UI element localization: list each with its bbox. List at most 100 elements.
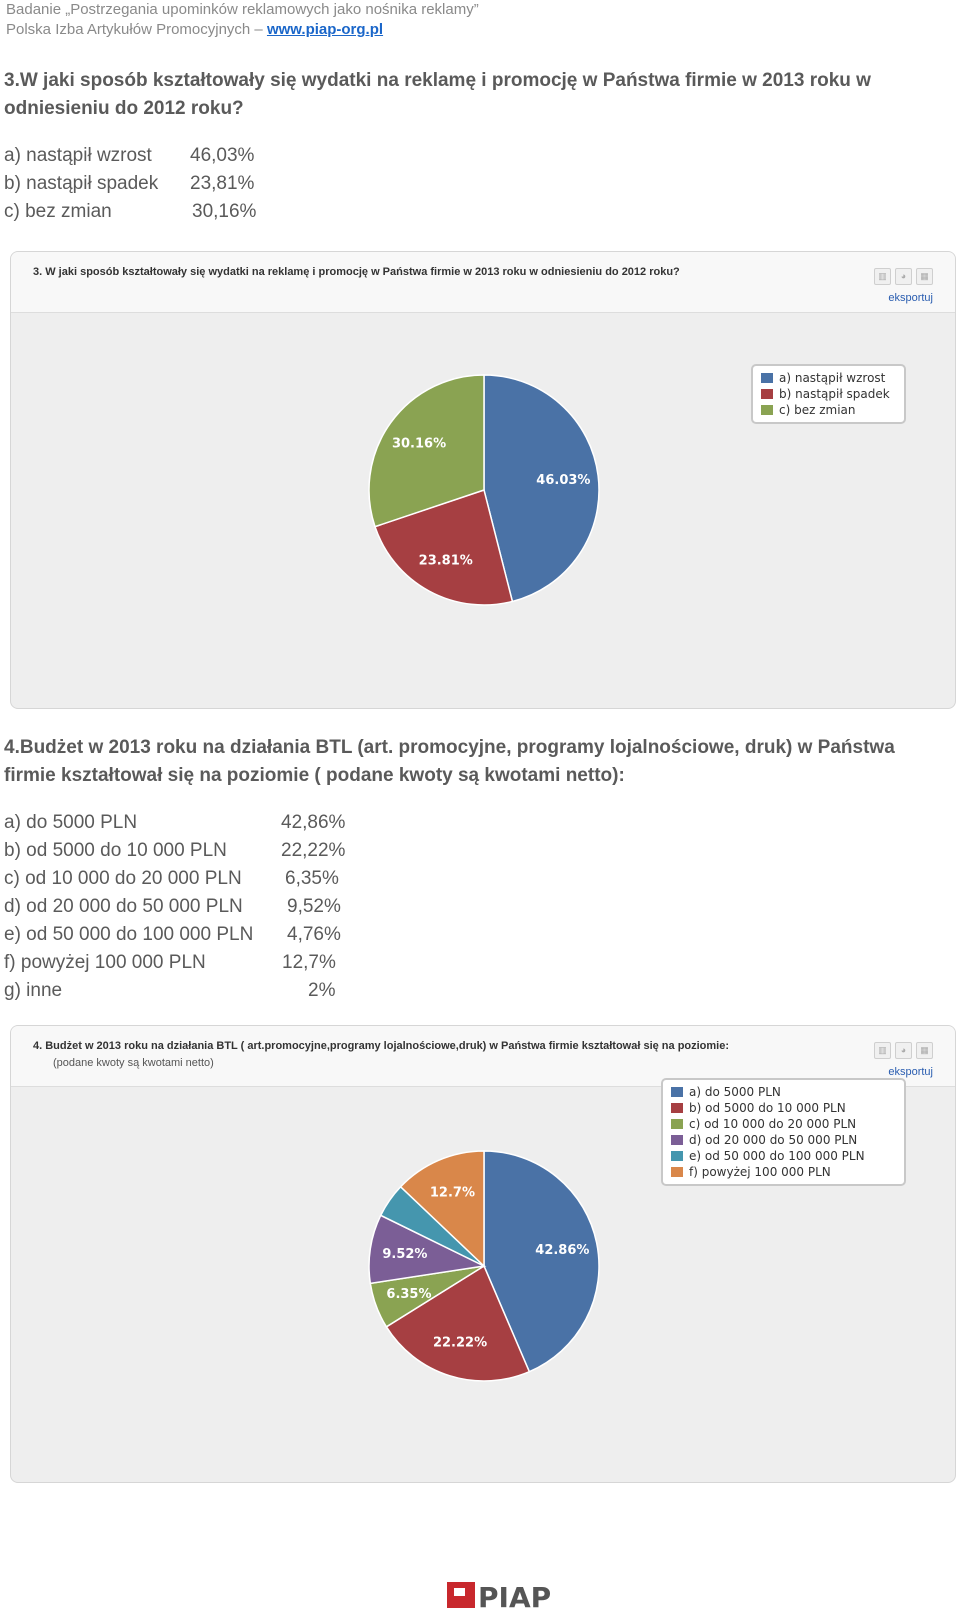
legend-item: a) do 5000 PLN: [671, 1084, 896, 1100]
pie-chart-icon[interactable]: ◕: [895, 268, 912, 285]
q4-answer-pct: 9,52%: [287, 896, 341, 917]
header-org: Polska Izba Artykułów Promocyjnych –: [6, 21, 267, 38]
document-header: Badanie „Postrzegania upominków reklamow…: [6, 0, 479, 40]
q3-answer-b: b) nastąpił spadek 23,81%: [4, 170, 304, 198]
pie-data-label: 23.81%: [419, 553, 473, 568]
legend-label: c) od 10 000 do 20 000 PLN: [689, 1117, 857, 1131]
piap-logo: PIAP: [447, 1580, 577, 1614]
legend-swatch: [671, 1151, 683, 1161]
legend-label: b) od 5000 do 10 000 PLN: [689, 1101, 846, 1115]
q4-answer-pct: 6,35%: [285, 868, 339, 889]
legend-item: b) nastąpił spadek: [761, 386, 896, 402]
q3-answer-pct: 46,03%: [190, 145, 255, 166]
q4-panel-header: 4. Budżet w 2013 roku na działania BTL (…: [11, 1026, 955, 1087]
q3-panel-title: 3. W jaki sposób kształtowały się wydatk…: [33, 266, 680, 278]
legend-label: a) do 5000 PLN: [689, 1085, 781, 1099]
table-icon[interactable]: ▦: [916, 268, 933, 285]
legend-item: e) od 50 000 do 100 000 PLN: [671, 1148, 896, 1164]
q4-answer-e: e) od 50 000 do 100 000 PLN 4,76%: [4, 921, 364, 949]
header-line-1: Badanie „Postrzegania upominków reklamow…: [6, 1, 479, 18]
panel-tools: ▥ ◕ ▦: [874, 268, 933, 285]
q4-answer-pct: 2%: [308, 980, 336, 1001]
legend-item: a) nastąpił wzrost: [761, 370, 896, 386]
q4-panel-title: 4. Budżet w 2013 roku na działania BTL (…: [33, 1038, 729, 1072]
q3-answer-c: c) bez zmian 30,16%: [4, 198, 304, 226]
q4-answer-label: b) od 5000 do 10 000 PLN: [4, 840, 227, 861]
logo-text: PIAP: [478, 1581, 551, 1614]
bar-chart-icon[interactable]: ▥: [874, 1042, 891, 1059]
q4-chart-panel: 4. Budżet w 2013 roku na działania BTL (…: [10, 1025, 956, 1483]
q4-panel-title-text: 4. Budżet w 2013 roku na działania BTL (…: [33, 1040, 730, 1052]
q3-pie-chart: 46.03% 23.81% 30.16%: [368, 374, 600, 606]
q3-title: 3.W jaki sposób kształtowały się wydatki…: [4, 70, 871, 119]
pie-chart-icon[interactable]: ◕: [895, 1042, 912, 1059]
legend-swatch: [671, 1167, 683, 1177]
table-icon[interactable]: ▦: [916, 1042, 933, 1059]
q4-answer-b: b) od 5000 do 10 000 PLN 22,22%: [4, 837, 364, 865]
q3-answers: a) nastąpił wzrost 46,03% b) nastąpił spa…: [4, 142, 304, 226]
q4-answer-d: d) od 20 000 do 50 000 PLN 9,52%: [4, 893, 364, 921]
q4-answer-f: f) powyżej 100 000 PLN 12,7%: [4, 949, 364, 977]
q4-answer-label: e) od 50 000 do 100 000 PLN: [4, 924, 254, 945]
bar-chart-icon[interactable]: ▥: [874, 268, 891, 285]
q4-answer-c: c) od 10 000 do 20 000 PLN 6,35%: [4, 865, 364, 893]
header-link[interactable]: www.piap-org.pl: [266, 21, 384, 38]
q4-pie-chart: 42.86% 22.22% 6.35% 9.52% 12.7%: [368, 1150, 600, 1382]
pie-slice: [483, 374, 600, 603]
q3-answer-pct: 23,81%: [190, 173, 255, 194]
pie-slice: [368, 374, 485, 528]
q4-answer-g: g) inne 2%: [4, 977, 364, 1005]
legend-item: f) powyżej 100 000 PLN: [671, 1164, 896, 1180]
pie-data-label: 6.35%: [386, 1287, 431, 1302]
q4-answer-pct: 42,86%: [281, 812, 346, 833]
panel-tools: ▥ ◕ ▦: [874, 1042, 933, 1059]
pie-slice: [374, 489, 514, 606]
legend-item: c) bez zmian: [761, 402, 896, 418]
q3-answer-label: c) bez zmian: [4, 201, 112, 222]
q3-answer-label: b) nastąpił spadek: [4, 173, 159, 194]
pie-data-label: 9.52%: [382, 1247, 427, 1262]
q3-answer-pct: 30,16%: [192, 201, 257, 222]
legend-swatch: [671, 1103, 683, 1113]
legend-label: c) bez zmian: [779, 403, 856, 417]
q4-export-link[interactable]: eksportuj: [888, 1066, 933, 1078]
q4-answer-label: g) inne: [4, 980, 63, 1001]
legend-label: d) od 20 000 do 50 000 PLN: [689, 1133, 858, 1147]
q3-export-link[interactable]: eksportuj: [888, 292, 933, 304]
legend-swatch: [761, 373, 773, 383]
q4-answer-label: c) od 10 000 do 20 000 PLN: [4, 868, 242, 889]
pie-slice: [399, 1150, 485, 1268]
pie-slice: [483, 1150, 600, 1373]
q3-answer-label: a) nastąpił wzrost: [4, 145, 152, 166]
legend-swatch: [671, 1119, 683, 1129]
legend-label: b) nastąpił spadek: [779, 387, 890, 401]
q4-answer-label: a) do 5000 PLN: [4, 812, 138, 833]
q4-answers: a) do 5000 PLN 42,86% b) od 5000 do 10 00…: [4, 809, 364, 1005]
legend-item: b) od 5000 do 10 000 PLN: [671, 1100, 896, 1116]
q3-answer-a: a) nastąpił wzrost 46,03%: [4, 142, 304, 170]
legend-label: f) powyżej 100 000 PLN: [689, 1165, 831, 1179]
legend-label: e) od 50 000 do 100 000 PLN: [689, 1149, 865, 1163]
q4-legend: a) do 5000 PLN b) od 5000 do 10 000 PLN …: [661, 1078, 906, 1186]
q4-title: 4.Budżet w 2013 roku na działania BTL (a…: [4, 737, 895, 786]
q4-answer-pct: 12,7%: [282, 952, 336, 973]
pie-data-label: 12.7%: [430, 1185, 475, 1200]
q3-legend: a) nastąpił wzrost b) nastąpił spadek c)…: [751, 364, 906, 424]
legend-swatch: [761, 405, 773, 415]
q3-panel-header: 3. W jaki sposób kształtowały się wydatk…: [11, 252, 955, 313]
q4-panel-subtitle: (podane kwoty są kwotami netto): [53, 1057, 214, 1069]
q4-answer-a: a) do 5000 PLN 42,86%: [4, 809, 364, 837]
legend-swatch: [761, 389, 773, 399]
q4-answer-pct: 22,22%: [281, 840, 346, 861]
legend-item: d) od 20 000 do 50 000 PLN: [671, 1132, 896, 1148]
header-line-2: Polska Izba Artykułów Promocyjnych – www…: [6, 20, 479, 40]
legend-swatch: [671, 1087, 683, 1097]
pie-data-label: 46.03%: [536, 473, 590, 488]
legend-item: c) od 10 000 do 20 000 PLN: [671, 1116, 896, 1132]
pie-data-label: 42.86%: [535, 1243, 589, 1258]
q4-answer-label: f) powyżej 100 000 PLN: [4, 952, 206, 973]
legend-label: a) nastąpił wzrost: [779, 371, 886, 385]
legend-swatch: [671, 1135, 683, 1145]
q4-answer-label: d) od 20 000 do 50 000 PLN: [4, 896, 243, 917]
pie-data-label: 30.16%: [392, 436, 446, 451]
